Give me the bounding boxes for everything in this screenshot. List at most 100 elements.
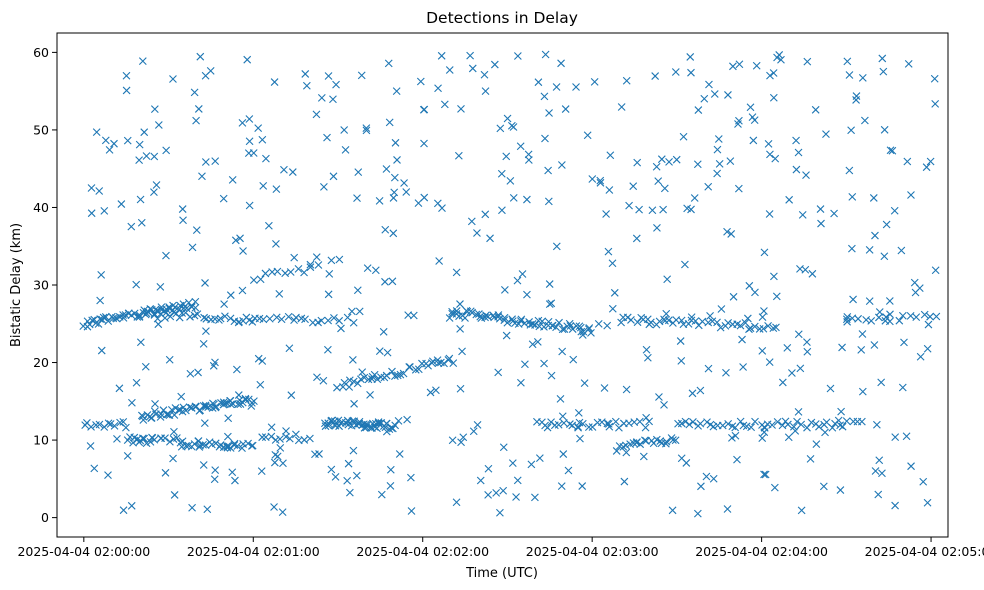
data-point-marker <box>734 120 742 128</box>
data-point-marker <box>923 344 932 353</box>
data-point-marker <box>492 489 501 497</box>
data-point-marker <box>113 434 121 443</box>
data-point-marker <box>87 422 95 431</box>
data-point-marker <box>110 421 119 430</box>
data-point-marker <box>201 402 210 411</box>
data-point-marker <box>256 380 265 389</box>
data-point-marker <box>270 458 279 467</box>
data-point-marker <box>468 308 477 317</box>
data-point-marker <box>467 217 476 226</box>
data-point-marker <box>717 305 726 313</box>
data-point-marker <box>152 306 161 315</box>
data-point-marker <box>306 263 315 272</box>
data-point-marker <box>886 310 894 319</box>
data-point-marker <box>723 227 731 236</box>
data-point-marker <box>724 419 733 428</box>
data-point-marker <box>834 416 843 425</box>
data-point-marker <box>706 311 714 320</box>
data-point-marker <box>858 74 867 82</box>
data-point-marker <box>259 181 268 190</box>
data-point-marker <box>681 260 689 269</box>
data-point-marker <box>625 201 633 210</box>
data-point-marker <box>99 313 108 322</box>
data-point-marker <box>766 150 774 159</box>
data-point-marker <box>480 70 489 79</box>
data-point-marker <box>848 244 856 253</box>
data-point-marker <box>466 51 475 60</box>
data-point-marker <box>219 398 228 407</box>
data-point-marker <box>750 116 759 125</box>
data-point-marker <box>792 136 800 145</box>
data-point-marker <box>926 312 934 321</box>
data-point-marker <box>605 186 614 194</box>
data-point-marker <box>575 418 584 427</box>
data-point-marker <box>236 234 244 243</box>
data-point-marker <box>660 400 668 409</box>
data-point-marker <box>540 359 548 368</box>
y-axis-label: Bistatic Delay (km) <box>9 223 24 347</box>
data-point-marker <box>747 423 756 432</box>
data-point-marker <box>110 139 118 148</box>
data-point-marker <box>432 386 440 395</box>
data-point-marker <box>565 319 574 328</box>
data-point-marker <box>201 441 210 449</box>
data-point-marker <box>784 420 792 429</box>
data-point-marker <box>517 315 526 324</box>
data-point-marker <box>166 312 175 321</box>
data-point-marker <box>130 309 139 318</box>
data-point-marker <box>440 100 449 109</box>
data-point-marker <box>704 364 713 373</box>
data-point-marker <box>258 135 267 144</box>
data-point-marker <box>179 216 187 225</box>
data-point-marker <box>469 427 478 436</box>
data-point-marker <box>337 324 345 333</box>
data-point-marker <box>272 185 281 193</box>
data-point-marker <box>622 76 631 85</box>
data-point-marker <box>865 297 874 306</box>
data-point-marker <box>223 442 232 451</box>
data-point-marker <box>156 413 165 421</box>
data-point-marker <box>449 359 458 368</box>
data-point-marker <box>745 281 754 290</box>
data-point-marker <box>869 194 878 202</box>
data-point-marker <box>554 420 563 429</box>
data-point-marker <box>154 307 163 316</box>
data-point-marker <box>541 50 550 59</box>
data-point-marker <box>612 447 621 455</box>
data-point-marker <box>922 163 931 172</box>
data-point-marker <box>317 93 326 102</box>
data-point-marker <box>368 372 377 381</box>
data-point-marker <box>751 288 759 297</box>
data-point-marker <box>484 490 493 499</box>
data-point-marker <box>602 210 611 218</box>
data-point-marker <box>399 369 408 378</box>
data-point-marker <box>731 431 740 440</box>
data-point-marker <box>238 119 247 127</box>
data-point-marker <box>348 307 356 316</box>
data-point-marker <box>632 234 641 243</box>
data-point-marker <box>324 290 333 299</box>
data-point-marker <box>665 157 673 166</box>
data-point-marker <box>769 69 778 77</box>
data-point-marker <box>842 417 851 426</box>
data-point-marker <box>788 369 796 377</box>
data-point-marker <box>760 307 768 315</box>
data-point-marker <box>150 105 159 113</box>
data-point-marker <box>838 422 847 431</box>
data-point-marker <box>170 491 179 499</box>
y-tick-label: 30 <box>33 278 49 293</box>
data-point-marker <box>620 477 629 486</box>
data-point-marker <box>671 68 680 76</box>
data-point-marker <box>373 375 382 384</box>
data-point-marker <box>773 418 782 426</box>
data-point-marker <box>512 493 520 501</box>
data-point-marker <box>749 136 758 145</box>
data-point-marker <box>156 410 165 418</box>
data-point-marker <box>777 55 785 64</box>
data-point-marker <box>209 361 218 370</box>
data-point-marker <box>362 124 371 133</box>
data-point-marker <box>239 247 247 255</box>
data-point-marker <box>604 247 613 256</box>
data-point-marker <box>285 434 294 443</box>
data-point-marker <box>199 402 208 410</box>
